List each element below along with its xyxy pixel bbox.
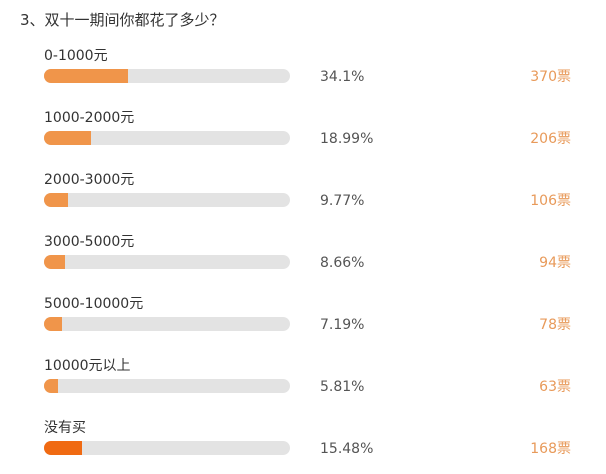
option-votes: 206票	[530, 131, 571, 147]
option-percent: 34.1%	[320, 69, 365, 85]
option-label: 3000-5000元	[44, 234, 135, 250]
poll-option: 0-1000元 34.1% 370票	[0, 46, 606, 96]
option-percent: 15.48%	[320, 441, 374, 457]
poll-option: 10000元以上 5.81% 63票	[0, 356, 606, 406]
option-label: 5000-10000元	[44, 296, 144, 312]
option-percent: 5.81%	[320, 379, 365, 395]
option-votes: 78票	[539, 317, 571, 333]
option-votes: 370票	[530, 69, 571, 85]
poll-option: 2000-3000元 9.77% 106票	[0, 170, 606, 220]
progress-track	[44, 255, 290, 269]
option-percent: 9.77%	[320, 193, 365, 209]
progress-track	[44, 379, 290, 393]
option-votes: 168票	[530, 441, 571, 457]
poll-option: 1000-2000元 18.99% 206票	[0, 108, 606, 158]
option-votes: 106票	[530, 193, 571, 209]
option-label: 1000-2000元	[44, 110, 135, 126]
option-percent: 8.66%	[320, 255, 365, 271]
option-percent: 18.99%	[320, 131, 374, 147]
option-percent: 7.19%	[320, 317, 365, 333]
option-label: 没有买	[44, 420, 86, 436]
question-title: 3、双十一期间你都花了多少？	[20, 11, 225, 29]
progress-track	[44, 193, 290, 207]
progress-fill	[44, 379, 58, 393]
poll-option: 5000-10000元 7.19% 78票	[0, 294, 606, 344]
option-label: 10000元以上	[44, 358, 131, 374]
progress-fill	[44, 131, 91, 145]
progress-track	[44, 441, 290, 455]
option-label: 2000-3000元	[44, 172, 135, 188]
poll-option: 3000-5000元 8.66% 94票	[0, 232, 606, 282]
progress-track	[44, 317, 290, 331]
option-label: 0-1000元	[44, 48, 108, 64]
progress-track	[44, 69, 290, 83]
poll-option: 没有买 15.48% 168票	[0, 418, 606, 468]
progress-fill	[44, 317, 62, 331]
option-votes: 63票	[539, 379, 571, 395]
progress-fill	[44, 69, 128, 83]
progress-track	[44, 131, 290, 145]
progress-fill	[44, 255, 65, 269]
progress-fill	[44, 193, 68, 207]
option-votes: 94票	[539, 255, 571, 271]
progress-fill	[44, 441, 82, 455]
